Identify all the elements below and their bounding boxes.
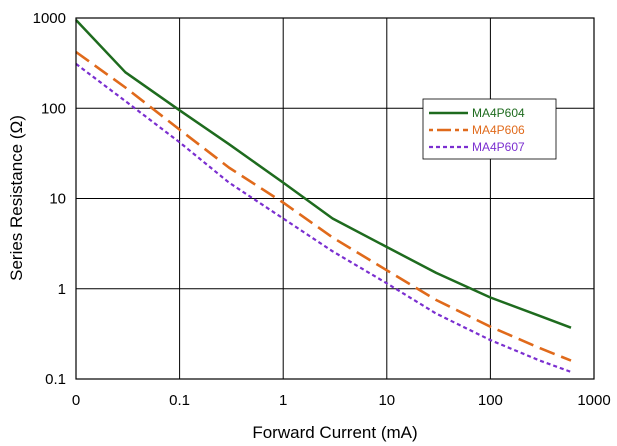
- y-tick-labels: 0.1 1 10 100 1000: [33, 10, 66, 388]
- x-axis-title: Forward Current (mA): [252, 423, 417, 442]
- y-tick-label: 1000: [33, 10, 66, 27]
- legend-label-ma4p606: MA4P606: [472, 123, 525, 137]
- legend: MA4P604 MA4P606 MA4P607: [422, 98, 557, 160]
- plot-frame: [75, 17, 595, 380]
- y-tick-label: 1: [58, 281, 66, 298]
- x-tick-label: 0: [72, 392, 80, 409]
- series-line-ma4p607: [75, 63, 572, 373]
- x-tick-label: 1000: [577, 392, 610, 409]
- x-tick-labels: 0 0.1 1 10 100 1000: [72, 392, 611, 409]
- y-axis-title: Series Resistance (Ω): [7, 115, 26, 281]
- y-tick-label: 100: [41, 100, 66, 117]
- legend-label-ma4p604: MA4P604: [472, 106, 525, 120]
- legend-box: [422, 98, 557, 160]
- y-tick-label: 0.1: [45, 371, 66, 388]
- legend-label-ma4p607: MA4P607: [472, 140, 525, 154]
- x-tick-label: 100: [478, 392, 503, 409]
- y-tick-label: 10: [49, 191, 66, 208]
- series-line-ma4p606: [75, 50, 572, 362]
- x-tick-label: 10: [378, 392, 395, 409]
- x-tick-label: 0.1: [169, 392, 190, 409]
- x-tick-label: 1: [279, 392, 287, 409]
- series-layer: [75, 19, 572, 373]
- series-line-ma4p604: [75, 19, 572, 329]
